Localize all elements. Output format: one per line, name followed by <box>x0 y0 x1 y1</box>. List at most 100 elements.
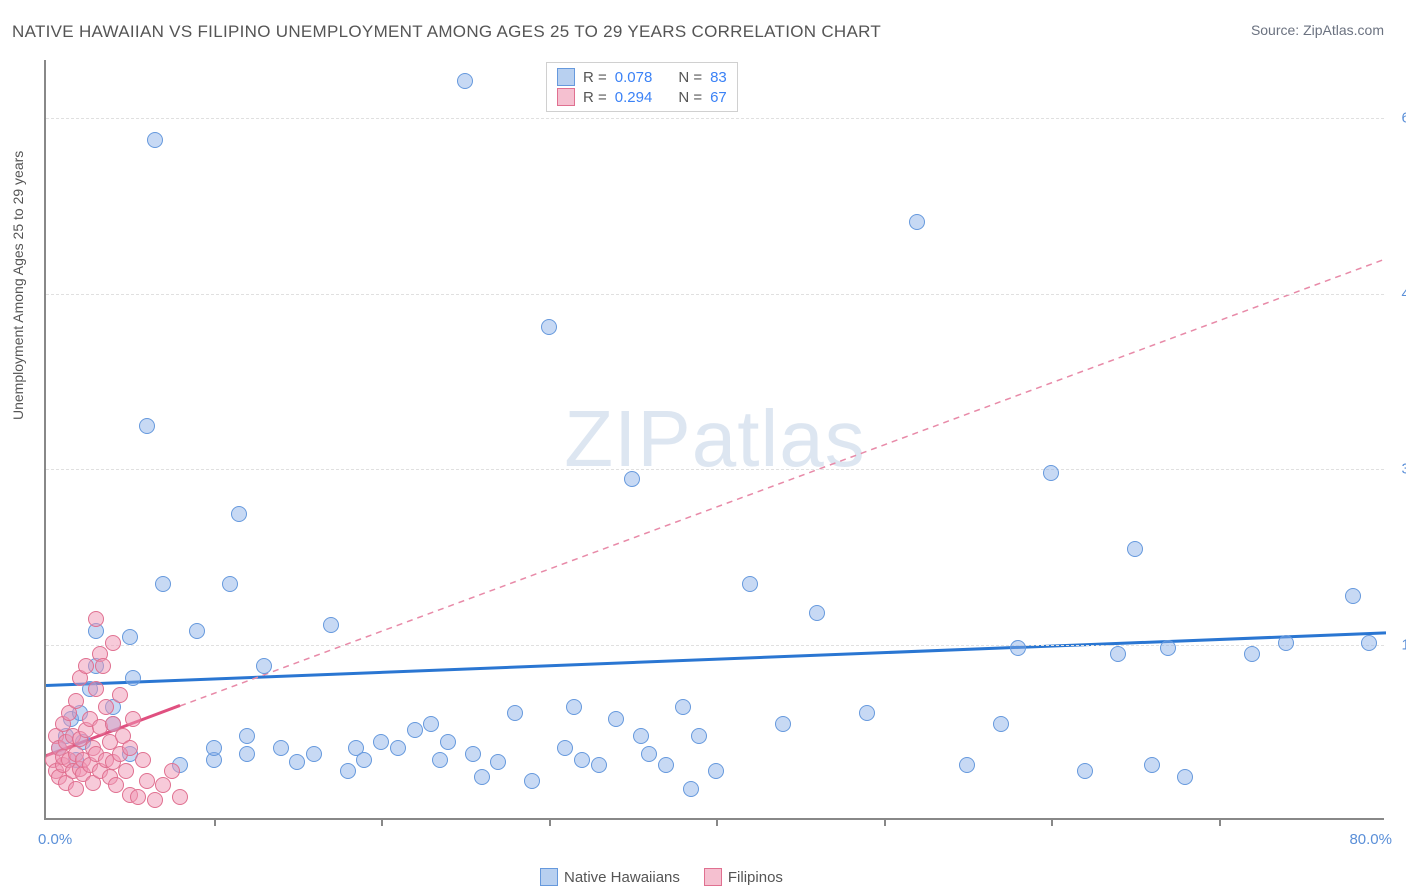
data-point <box>88 681 104 697</box>
data-point <box>239 728 255 744</box>
data-point <box>423 716 439 732</box>
data-point <box>112 687 128 703</box>
data-point <box>88 611 104 627</box>
x-tick <box>716 818 718 826</box>
data-point <box>474 769 490 785</box>
watermark: ZIPatlas <box>564 393 865 485</box>
r-label-1: R = <box>583 89 607 106</box>
n-value-0: 83 <box>710 69 727 86</box>
trend-line <box>46 259 1386 756</box>
bottom-legend: Native Hawaiians Filipinos <box>540 868 783 886</box>
data-point <box>608 711 624 727</box>
data-point <box>675 699 691 715</box>
data-point <box>742 576 758 592</box>
data-point <box>993 716 1009 732</box>
data-point <box>574 752 590 768</box>
data-point <box>105 635 121 651</box>
data-point <box>1127 541 1143 557</box>
n-value-1: 67 <box>710 89 727 106</box>
data-point <box>122 740 138 756</box>
data-point <box>98 699 114 715</box>
legend-stats-box: R = 0.078 N = 83 R = 0.294 N = 67 <box>546 62 738 112</box>
y-axis-label: Unemployment Among Ages 25 to 29 years <box>10 151 26 420</box>
data-point <box>432 752 448 768</box>
x-tick <box>884 818 886 826</box>
data-point <box>708 763 724 779</box>
data-point <box>239 746 255 762</box>
data-point <box>340 763 356 779</box>
data-point <box>775 716 791 732</box>
data-point <box>859 705 875 721</box>
data-point <box>457 73 473 89</box>
gridline-h <box>46 645 1384 646</box>
data-point <box>78 658 94 674</box>
data-point <box>633 728 649 744</box>
data-point <box>306 746 322 762</box>
x-tick <box>381 818 383 826</box>
data-point <box>135 752 151 768</box>
data-point <box>125 670 141 686</box>
legend-swatch-0 <box>557 68 575 86</box>
source-value: ZipAtlas.com <box>1303 22 1384 38</box>
x-origin-label: 0.0% <box>38 831 72 848</box>
data-point <box>356 752 372 768</box>
data-point <box>139 773 155 789</box>
x-tick <box>1219 818 1221 826</box>
data-point <box>591 757 607 773</box>
data-point <box>809 605 825 621</box>
data-point <box>164 763 180 779</box>
data-point <box>256 658 272 674</box>
bottom-swatch-0 <box>540 868 558 886</box>
bottom-legend-item-1: Filipinos <box>704 868 783 886</box>
data-point <box>658 757 674 773</box>
chart-title: NATIVE HAWAIIAN VS FILIPINO UNEMPLOYMENT… <box>12 22 881 42</box>
data-point <box>1278 635 1294 651</box>
r-value-0: 0.078 <box>615 69 653 86</box>
source-attribution: Source: ZipAtlas.com <box>1251 22 1384 38</box>
y-tick-label: 60.0% <box>1401 110 1406 127</box>
data-point <box>273 740 289 756</box>
data-point <box>465 746 481 762</box>
data-point <box>691 728 707 744</box>
data-point <box>1043 465 1059 481</box>
y-tick-label: 15.0% <box>1401 636 1406 653</box>
n-label-1: N = <box>678 89 702 106</box>
data-point <box>68 781 84 797</box>
data-point <box>524 773 540 789</box>
gridline-h <box>46 469 1384 470</box>
data-point <box>407 722 423 738</box>
trend-lines-svg <box>46 60 1386 820</box>
data-point <box>125 711 141 727</box>
data-point <box>1077 763 1093 779</box>
bottom-legend-label-0: Native Hawaiians <box>564 869 680 886</box>
y-tick-label: 30.0% <box>1401 461 1406 478</box>
plot-area: ZIPatlas R = 0.078 N = 83 R = 0.294 N = … <box>44 60 1384 820</box>
x-tick <box>549 818 551 826</box>
data-point <box>959 757 975 773</box>
data-point <box>189 623 205 639</box>
source-label: Source: <box>1251 22 1299 38</box>
data-point <box>373 734 389 750</box>
data-point <box>1144 757 1160 773</box>
data-point <box>68 693 84 709</box>
y-tick-label: 45.0% <box>1401 285 1406 302</box>
x-tick <box>1051 818 1053 826</box>
data-point <box>1160 640 1176 656</box>
data-point <box>490 754 506 770</box>
data-point <box>95 658 111 674</box>
trend-line <box>46 633 1386 686</box>
data-point <box>440 734 456 750</box>
data-point <box>155 576 171 592</box>
data-point <box>1244 646 1260 662</box>
data-point <box>231 506 247 522</box>
data-point <box>1345 588 1361 604</box>
bottom-legend-item-0: Native Hawaiians <box>540 868 680 886</box>
data-point <box>909 214 925 230</box>
data-point <box>683 781 699 797</box>
data-point <box>172 789 188 805</box>
data-point <box>122 629 138 645</box>
data-point <box>155 777 171 793</box>
r-label-0: R = <box>583 69 607 86</box>
data-point <box>641 746 657 762</box>
x-max-label: 80.0% <box>1349 831 1392 848</box>
